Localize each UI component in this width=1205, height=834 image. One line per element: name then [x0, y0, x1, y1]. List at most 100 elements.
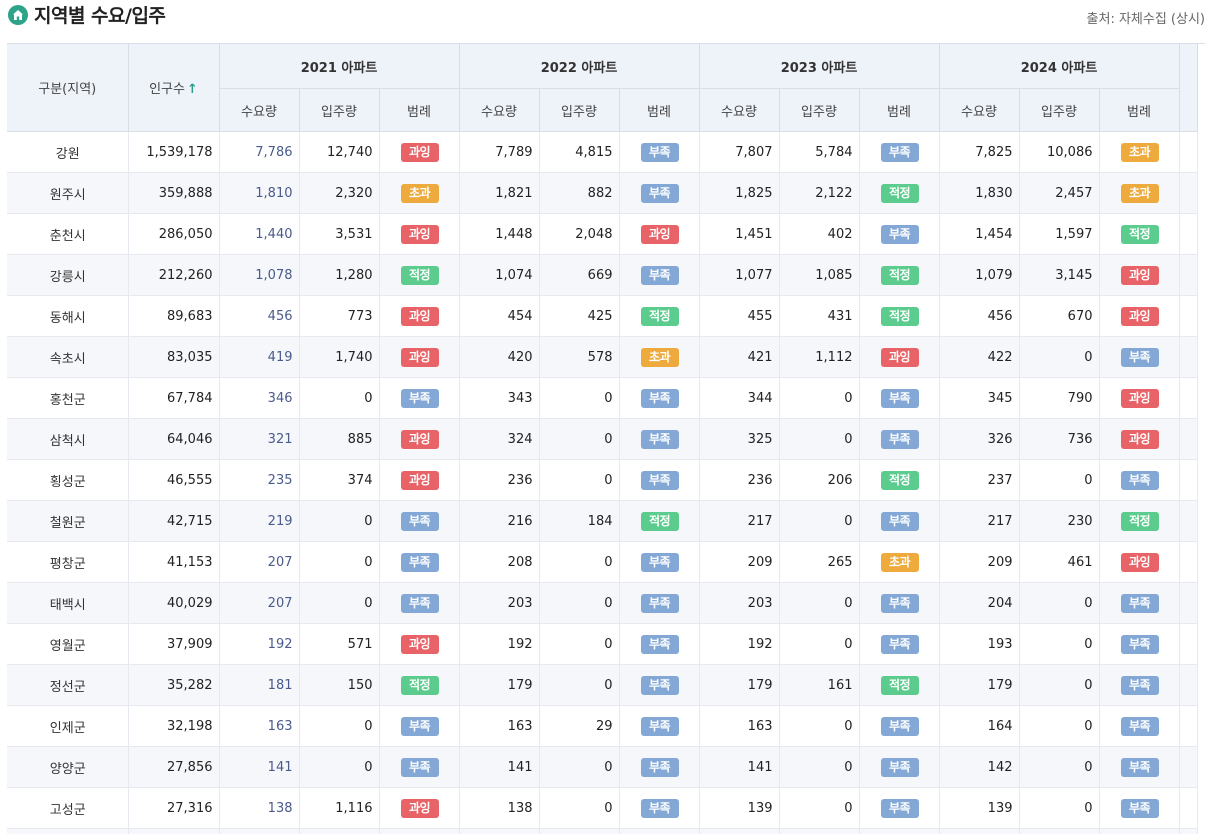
- legend-cell: 과잉: [379, 788, 459, 829]
- status-badge: 부족: [641, 717, 679, 736]
- legend-cell: 부족: [1099, 829, 1179, 834]
- supply-demand-table: 구분(지역) 인구수↑ 2021 아파트 2022 아파트 2023 아파트 2…: [7, 44, 1198, 834]
- sort-ascending-icon[interactable]: ↑: [187, 82, 198, 97]
- legend-cell: 과잉: [859, 337, 939, 378]
- supply-cell: 0: [779, 624, 859, 665]
- status-badge: 적정: [641, 307, 679, 326]
- population-column-header[interactable]: 인구수↑: [128, 44, 219, 132]
- supply-cell: 0: [539, 788, 619, 829]
- supply-cell: 1,740: [299, 337, 379, 378]
- legend-column-header: 범례: [619, 89, 699, 132]
- supply-cell: 1,085: [779, 255, 859, 296]
- status-badge: 부족: [641, 553, 679, 572]
- supply-cell: 0: [1019, 624, 1099, 665]
- demand-cell: 216: [459, 501, 539, 542]
- status-badge: 과잉: [401, 225, 439, 244]
- table-row[interactable]: 화천군23,8641220부족1210부족1210부족1210부족: [7, 829, 1197, 834]
- supply-demand-table-container[interactable]: 구분(지역) 인구수↑ 2021 아파트 2022 아파트 2023 아파트 2…: [7, 43, 1205, 834]
- status-badge: 부족: [1121, 348, 1159, 367]
- demand-cell: 1,830: [939, 173, 1019, 214]
- legend-cell: 적정: [859, 460, 939, 501]
- supply-cell: 29: [539, 706, 619, 747]
- supply-cell: 0: [299, 501, 379, 542]
- legend-cell: 적정: [1099, 501, 1179, 542]
- supply-cell: 0: [299, 829, 379, 834]
- demand-cell: 217: [699, 501, 779, 542]
- legend-cell: 부족: [859, 501, 939, 542]
- legend-cell: 부족: [379, 706, 459, 747]
- supply-cell: 0: [299, 542, 379, 583]
- demand-cell: 122: [219, 829, 299, 834]
- supply-cell: 0: [539, 542, 619, 583]
- scrollbar-gutter-cell: [1179, 378, 1197, 419]
- status-badge: 과잉: [1121, 430, 1159, 449]
- demand-cell: 343: [459, 378, 539, 419]
- population-cell: 212,260: [128, 255, 219, 296]
- supply-cell: 12,740: [299, 132, 379, 173]
- legend-cell: 초과: [619, 337, 699, 378]
- demand-cell: 346: [219, 378, 299, 419]
- legend-cell: 부족: [379, 542, 459, 583]
- supply-column-header: 입주량: [539, 89, 619, 132]
- population-cell: 1,539,178: [128, 132, 219, 173]
- status-badge: 부족: [1121, 471, 1159, 490]
- population-cell: 23,864: [128, 829, 219, 834]
- year-header-2021: 2021 아파트: [219, 44, 459, 89]
- status-badge: 적정: [881, 184, 919, 203]
- population-cell: 286,050: [128, 214, 219, 255]
- population-cell: 42,715: [128, 501, 219, 542]
- region-column-header[interactable]: 구분(지역): [7, 44, 128, 132]
- demand-cell: 138: [219, 788, 299, 829]
- demand-cell: 179: [699, 665, 779, 706]
- status-badge: 적정: [401, 266, 439, 285]
- legend-column-header: 범례: [379, 89, 459, 132]
- page-title: 지역별 수요/입주: [34, 1, 165, 28]
- legend-cell: 과잉: [379, 460, 459, 501]
- legend-cell: 부족: [859, 829, 939, 834]
- legend-cell: 적정: [859, 173, 939, 214]
- population-cell: 83,035: [128, 337, 219, 378]
- legend-cell: 부족: [859, 747, 939, 788]
- population-cell: 27,856: [128, 747, 219, 788]
- status-badge: 부족: [1121, 594, 1159, 613]
- legend-cell: 부족: [619, 378, 699, 419]
- legend-cell: 적정: [379, 255, 459, 296]
- status-badge: 과잉: [401, 307, 439, 326]
- demand-cell: 1,825: [699, 173, 779, 214]
- supply-cell: 0: [539, 583, 619, 624]
- demand-cell: 163: [459, 706, 539, 747]
- legend-cell: 부족: [859, 419, 939, 460]
- status-badge: 초과: [641, 348, 679, 367]
- demand-cell: 237: [939, 460, 1019, 501]
- legend-cell: 과잉: [379, 214, 459, 255]
- population-cell: 27,316: [128, 788, 219, 829]
- supply-cell: 773: [299, 296, 379, 337]
- population-cell: 40,029: [128, 583, 219, 624]
- supply-cell: 0: [299, 583, 379, 624]
- supply-cell: 0: [779, 788, 859, 829]
- status-badge: 부족: [401, 758, 439, 777]
- demand-cell: 236: [699, 460, 779, 501]
- demand-cell: 236: [459, 460, 539, 501]
- legend-cell: 부족: [619, 706, 699, 747]
- legend-cell: 적정: [859, 665, 939, 706]
- scrollbar-gutter-cell: [1179, 501, 1197, 542]
